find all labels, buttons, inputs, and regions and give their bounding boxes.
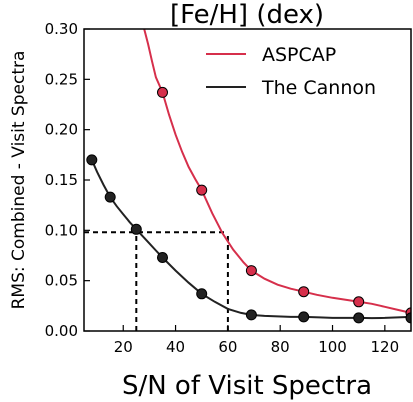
y-tick-label: 0.20 — [45, 121, 78, 139]
data-point-aspcap-2 — [196, 184, 208, 196]
x-tick-label: 40 — [166, 338, 185, 356]
data-point-aspcap-4 — [298, 286, 310, 298]
x-tick-label: 20 — [114, 338, 133, 356]
data-point-aspcap-3 — [245, 265, 257, 277]
y-tick-label: 0.15 — [45, 171, 78, 189]
x-tick-label: 100 — [318, 338, 347, 356]
legend-label-the-cannon: The Cannon — [261, 77, 376, 99]
y-tick-label: 0.10 — [45, 221, 78, 239]
data-point-the-cannon-3 — [130, 223, 142, 235]
y-tick-label: 0.30 — [45, 20, 78, 38]
series-markers — [86, 86, 411, 324]
chart-title: [Fe/H] (dex) — [170, 0, 324, 30]
x-tick-label: 80 — [271, 338, 290, 356]
data-point-the-cannon-7 — [298, 311, 310, 323]
data-point-the-cannon-2 — [104, 191, 116, 203]
x-axis-ticks: 20 40 60 80 100 120 — [114, 325, 399, 356]
y-tick-label: 0.00 — [45, 322, 78, 340]
y-axis-label: RMS: Combined - Visit Spectra — [9, 51, 29, 310]
data-point-aspcap-5 — [353, 296, 365, 308]
x-tick-label: 120 — [371, 338, 400, 356]
y-tick-label: 0.05 — [45, 272, 78, 290]
data-point-aspcap-1 — [157, 86, 168, 98]
x-axis-label: S/N of Visit Spectra — [122, 371, 372, 401]
data-point-the-cannon-5 — [196, 288, 208, 300]
plot-frame — [83, 28, 412, 332]
legend: ASPCAP The Cannon — [206, 44, 376, 99]
data-point-the-cannon-1 — [86, 154, 98, 166]
data-point-the-cannon-9 — [405, 312, 411, 324]
series-line-aspcap — [143, 29, 411, 314]
reference-lines — [84, 231, 229, 331]
y-axis-ticks: 0.00 0.05 0.10 0.15 0.20 0.25 0.30 — [45, 20, 90, 340]
legend-label-aspcap: ASPCAP — [262, 44, 336, 66]
data-point-the-cannon-6 — [245, 309, 257, 321]
data-point-the-cannon-8 — [353, 312, 365, 324]
data-point-the-cannon-4 — [157, 252, 168, 263]
x-tick-label: 60 — [218, 338, 237, 356]
y-tick-label: 0.25 — [45, 70, 78, 88]
series-line-the-cannon — [90, 159, 411, 320]
